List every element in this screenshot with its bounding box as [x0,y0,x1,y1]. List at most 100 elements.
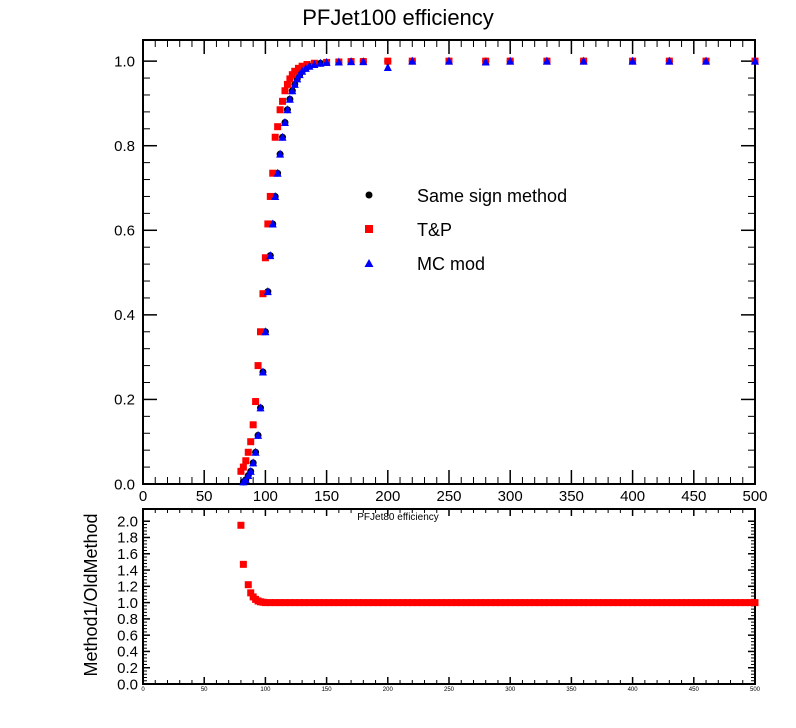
ratio-x-tick-label: 450 [689,687,700,693]
ratio-point-square [521,599,529,607]
efficiency-point-triangle [301,63,310,72]
ratio-y-tick-label: 2.0 [117,513,138,530]
ratio-point-square [599,599,607,607]
ratio-point-square [570,599,578,607]
efficiency-point-triangle [288,86,297,95]
ratio-point-square [682,599,690,607]
ratio-point-square [315,599,323,607]
efficiency-point-triangle [280,117,289,126]
efficiency-point-triangle [244,471,253,480]
ratio-point-square [746,599,754,607]
ratio-point-square [751,599,759,607]
efficiency-point-square [266,192,274,200]
ratio-point-square [629,599,637,607]
ratio-ylabel: Method1/OldMethod [81,513,101,676]
ratio-y-tick-label: 0.4 [117,644,138,661]
efficiency-point-square [252,398,260,406]
ratio-x-tick-label: 0 [141,687,145,693]
ratio-y-tick-label: 0.8 [117,611,138,628]
ratio-ticks: 0 50 100 150 200 250 300 350 400 450 5000.00.20.40… [117,509,761,693]
ratio-point-square [589,599,597,607]
legend-label-tp: T&P [417,220,452,240]
ratio-point-square [697,599,705,607]
efficiency-point-triangle [290,79,299,88]
ratio-point-square [550,599,558,607]
efficiency-point-square [274,123,282,131]
ratio-x-tick-label: 200 [383,687,394,693]
efficiency-point-triangle [408,56,417,65]
efficiency-point-square [237,467,245,475]
ratio-point-square [398,599,406,607]
efficiency-x-tick-label: 150 [314,488,339,505]
efficiency-point-square [249,421,257,429]
ratio-x-tick-label: 500 [750,687,761,693]
ratio-point-square [540,599,548,607]
efficiency-point-square [303,61,311,69]
efficiency-point-triangle [256,403,265,412]
ratio-point-square [692,599,700,607]
ratio-point-square [364,599,372,607]
ratio-y-tick-label: 1.2 [117,579,138,596]
efficiency-point-triangle [383,62,392,71]
ratio-point-square [384,599,392,607]
efficiency-ticks: 0 50 100 150 200 250 300 350 400 450 500 0.0 0.2 0.4 0… [114,40,768,505]
ratio-point-square [633,599,641,607]
ratio-point-square [648,599,656,607]
efficiency-x-tick-label: 500 [742,488,767,505]
ratio-point-square [335,599,343,607]
ratio-point-square [619,599,627,607]
ratio-point-square [511,599,519,607]
efficiency-point-triangle [241,475,250,484]
efficiency-point-triangle [276,149,285,158]
ratio-point-square [472,599,480,607]
efficiency-point-triangle [702,56,711,65]
ratio-point-square [467,599,475,607]
efficiency-point-triangle [261,327,270,336]
efficiency-point-square [294,64,302,72]
ratio-x-tick-label: 400 [628,687,639,693]
ratio-point-square [301,599,309,607]
efficiency-markers [237,56,759,486]
ratio-point-square [261,599,269,607]
ratio-x-tick-label: 300 [505,687,516,693]
efficiency-point-triangle [251,447,260,456]
ratio-x-tick-label: 50 [201,687,208,693]
ratio-point-square [673,599,681,607]
ratio-y-tick-label: 0.2 [117,660,138,677]
ratio-point-square [320,599,328,607]
efficiency-x-tick-label: 400 [620,488,645,505]
efficiency-point-square [271,133,279,141]
ratio-point-square [506,599,514,607]
ratio-point-square [443,599,451,607]
ratio-point-square [423,599,431,607]
ratio-point-square [374,599,382,607]
legend-marker-tp [365,225,373,233]
efficiency-point-square [261,254,269,262]
ratio-point-square [560,599,568,607]
ratio-point-square [678,599,686,607]
efficiency-point-triangle [254,430,263,439]
efficiency-point-triangle [359,57,368,66]
ratio-point-square [668,599,676,607]
ratio-point-square [477,599,485,607]
efficiency-y-tick-label: 0.2 [114,392,135,409]
ratio-point-square [286,599,294,607]
efficiency-point-square [244,448,252,456]
efficiency-panel: PFJet100 efficiency 0 50 100 150 200 250 300 35… [114,5,767,505]
efficiency-point-triangle [298,66,307,75]
efficiency-point-triangle [506,56,515,65]
ratio-point-square [266,599,274,607]
ratio-point-square [609,599,617,607]
ratio-point-square [545,599,553,607]
efficiency-point-square [247,438,255,446]
ratio-point-square [291,599,299,607]
efficiency-point-square [298,62,306,70]
ratio-point-square [247,589,255,597]
ratio-point-square [325,599,333,607]
ratio-point-square [638,599,646,607]
ratio-point-square [604,599,612,607]
ratio-point-square [340,599,348,607]
ratio-point-square [408,599,416,607]
ratio-point-square [462,599,470,607]
